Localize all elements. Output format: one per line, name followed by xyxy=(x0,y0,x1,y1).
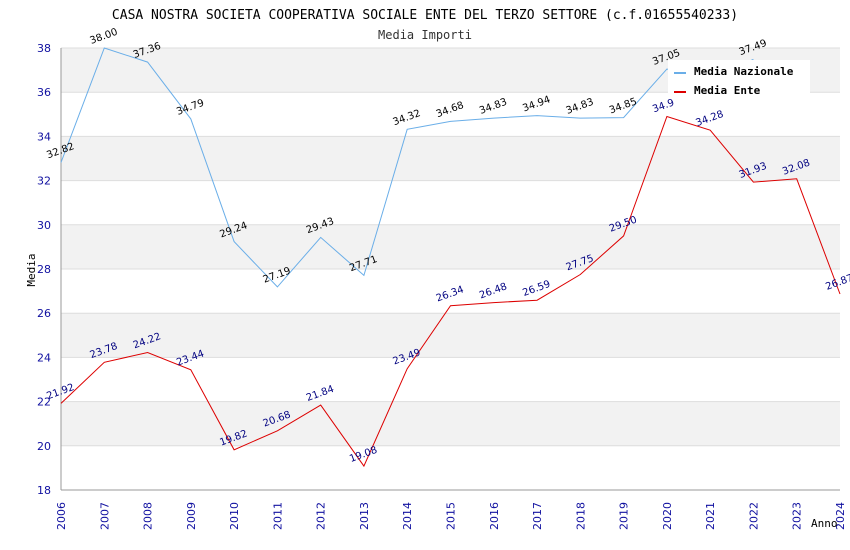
x-tick-label: 2013 xyxy=(358,502,371,530)
grid-band xyxy=(61,180,840,225)
y-tick-label: 26 xyxy=(37,307,51,320)
y-tick-label: 28 xyxy=(37,263,51,276)
x-tick-label: 2018 xyxy=(574,502,587,530)
y-tick-label: 30 xyxy=(37,219,51,232)
x-tick-label: 2008 xyxy=(142,502,155,530)
legend: Media Nazionale Media Ente xyxy=(668,60,810,97)
y-tick-label: 24 xyxy=(37,351,51,364)
x-tick-label: 2024 xyxy=(834,502,847,530)
x-axis-label: Anno xyxy=(811,517,838,530)
y-tick-labels: 18 20 22 24 26 28 30 32 34 36 38 xyxy=(37,42,51,497)
x-tick-label: 2022 xyxy=(747,502,760,530)
x-tick-label: 2020 xyxy=(661,502,674,530)
chart-subtitle: Media Importi xyxy=(378,28,472,42)
y-tick-label: 36 xyxy=(37,86,51,99)
x-tick-label: 2009 xyxy=(185,502,198,530)
series-lines xyxy=(60,47,841,468)
legend-label-ente: Media Ente xyxy=(694,84,761,97)
y-axis-label: Media xyxy=(25,253,38,286)
x-tick-label: 2012 xyxy=(315,502,328,530)
y-tick-label: 38 xyxy=(37,42,51,55)
x-tick-label: 2017 xyxy=(531,502,544,530)
chart-title: CASA NOSTRA SOCIETA COOPERATIVA SOCIALE … xyxy=(112,8,738,23)
grid-band xyxy=(61,357,840,402)
grid-band xyxy=(61,313,840,358)
grid-band xyxy=(61,445,840,490)
grid-band xyxy=(61,224,840,269)
y-tick-label: 18 xyxy=(37,484,51,497)
x-tick-label: 2015 xyxy=(445,502,458,530)
x-tick-label: 2023 xyxy=(791,502,804,530)
data-label: 38.00 xyxy=(89,27,120,47)
y-tick-label: 32 xyxy=(37,175,51,188)
x-tick-label: 2006 xyxy=(55,502,68,530)
y-tick-label: 34 xyxy=(37,130,51,143)
y-tick-label: 20 xyxy=(37,440,51,453)
x-tick-label: 2019 xyxy=(618,502,631,530)
series-line-0 xyxy=(60,47,754,288)
grid-band xyxy=(61,401,840,446)
x-tick-label: 2011 xyxy=(271,502,284,530)
x-tick-labels: 2006 2007 2008 2009 2010 2011 2012 2013 2014 2015… xyxy=(55,502,847,530)
grid-band xyxy=(61,92,840,137)
x-tick-label: 2010 xyxy=(228,502,241,530)
legend-box xyxy=(668,60,810,96)
x-tick-label: 2016 xyxy=(488,502,501,530)
y-tick-label: 22 xyxy=(37,396,51,409)
x-tick-label: 2014 xyxy=(401,502,414,530)
x-tick-label: 2021 xyxy=(704,502,717,530)
grid-band xyxy=(61,136,840,181)
x-tick-label: 2007 xyxy=(98,502,111,530)
series-line-1 xyxy=(60,115,841,468)
legend-label-nazionale: Media Nazionale xyxy=(694,65,794,78)
